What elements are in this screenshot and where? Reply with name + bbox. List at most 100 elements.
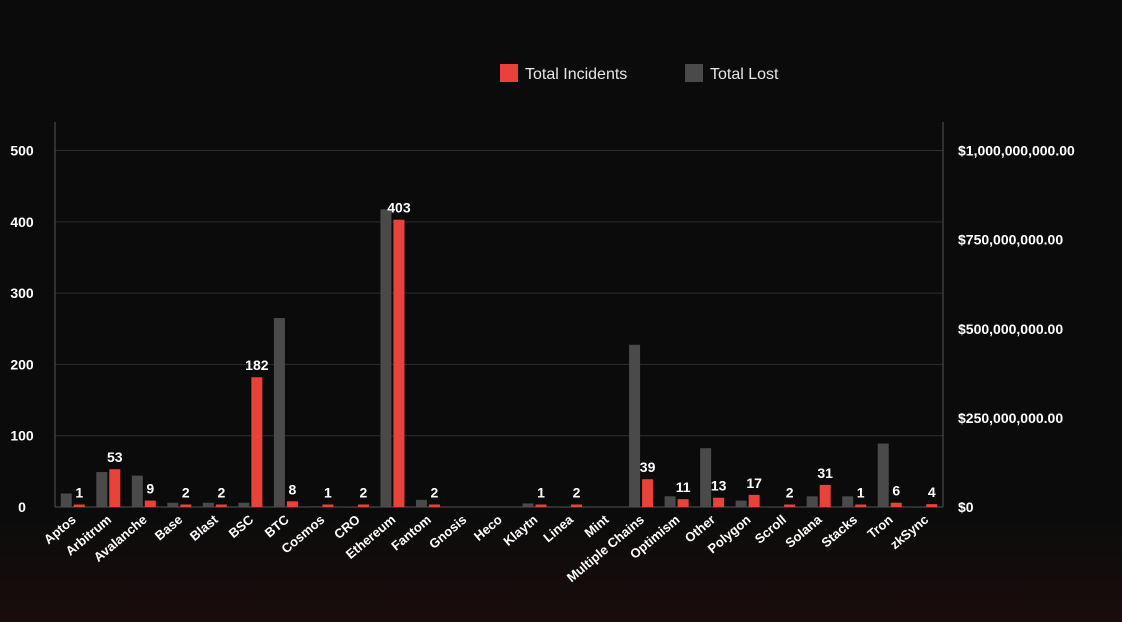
data-label-total-incidents: 2: [573, 485, 581, 501]
bar-total-incidents: [251, 377, 263, 507]
bar-total-incidents: [890, 502, 902, 507]
data-label-total-incidents: 2: [431, 485, 439, 501]
data-label-total-incidents: 2: [182, 485, 190, 501]
bar-total-lost: [131, 475, 143, 507]
axes: [54, 122, 944, 508]
bar-total-incidents: [109, 469, 121, 507]
gridlines: [55, 150, 943, 437]
x-tick-label: zkSync: [887, 512, 931, 552]
bar-total-lost: [380, 209, 392, 508]
y-left-tick-label: 0: [18, 499, 26, 515]
data-label-total-incidents: 2: [360, 485, 368, 501]
data-label-total-incidents: 6: [892, 483, 900, 499]
bar-total-incidents: [713, 497, 725, 507]
bar-total-incidents: [144, 500, 156, 507]
data-label-total-incidents: 2: [786, 485, 794, 501]
bar-total-lost: [96, 472, 108, 507]
bar-total-lost: [771, 506, 783, 508]
data-label-total-incidents: 17: [746, 475, 762, 491]
bar-total-lost: [309, 506, 321, 508]
bar-total-lost: [842, 496, 854, 507]
bar-total-incidents: [819, 484, 831, 507]
y-left-tick-label: 500: [10, 143, 34, 159]
bar-total-incidents: [357, 504, 369, 507]
bar-total-lost: [273, 318, 285, 507]
bar-total-lost: [735, 500, 747, 507]
y-left-tick-label: 200: [10, 356, 34, 372]
legend-label-total-incidents: Total Incidents: [525, 66, 627, 83]
bar-total-lost: [806, 496, 818, 507]
data-label-total-incidents: 1: [857, 485, 865, 501]
y-right-tick-label: $250,000,000.00: [958, 410, 1063, 426]
bar-total-lost: [700, 448, 712, 507]
legend-swatch-total-lost: [685, 64, 703, 82]
data-labels: 1 53 9 2 2 182 8 1 2 403 2 1 2 39 11 13 17 2 31 1 6 4: [75, 200, 935, 501]
data-label-total-incidents: 39: [640, 459, 656, 475]
y-left-tick-label: 100: [10, 428, 34, 444]
y-left-tick-label: 300: [10, 285, 34, 301]
bar-total-lost: [913, 506, 925, 508]
x-tick-label: Linea: [540, 511, 576, 545]
bar-total-incidents: [855, 504, 867, 507]
y-left-tick-label: 400: [10, 214, 34, 230]
bar-total-incidents: [571, 504, 583, 507]
bar-total-incidents: [784, 504, 796, 507]
bar-total-lost: [629, 344, 641, 507]
data-label-total-incidents: 182: [245, 357, 269, 373]
data-label-total-incidents: 53: [107, 449, 123, 465]
bar-total-incidents: [215, 504, 227, 507]
bars: [60, 209, 938, 508]
bar-total-lost: [664, 496, 676, 507]
bar-total-incidents: [535, 504, 547, 507]
data-label-total-incidents: 31: [817, 465, 833, 481]
x-tick-label: Blast: [187, 511, 222, 543]
x-tick-label: Fantom: [388, 512, 434, 554]
x-tick-label: BSC: [226, 511, 257, 541]
bar-total-lost: [167, 502, 179, 507]
bar-total-lost: [60, 493, 72, 507]
data-label-total-incidents: 4: [928, 484, 936, 500]
bar-total-incidents: [926, 504, 938, 507]
bar-total-incidents: [286, 501, 298, 507]
bar-total-incidents: [677, 499, 689, 507]
bar-total-incidents: [642, 479, 654, 507]
data-label-total-incidents: 9: [146, 481, 154, 497]
bar-total-lost: [877, 443, 889, 507]
data-label-total-incidents: 403: [387, 200, 411, 216]
bar-total-lost: [558, 506, 570, 508]
data-label-total-incidents: 1: [75, 485, 83, 501]
x-tick-label: Base: [152, 512, 185, 543]
bar-total-incidents: [393, 219, 405, 508]
bar-total-lost: [202, 502, 214, 507]
legend-swatch-total-incidents: [500, 64, 518, 82]
data-label-total-incidents: 13: [711, 478, 727, 494]
legend-label-total-lost: Total Lost: [710, 66, 779, 83]
y-right-tick-label: $500,000,000.00: [958, 321, 1063, 337]
x-tick-label: Klaytn: [500, 512, 540, 549]
bar-total-lost: [238, 502, 250, 507]
data-label-total-incidents: 1: [324, 485, 332, 501]
data-label-total-incidents: 11: [676, 479, 691, 495]
x-tick-label: Stacks: [818, 512, 860, 550]
y-right-tick-label: $750,000,000.00: [958, 232, 1063, 248]
x-tick-label: Solana: [782, 511, 825, 550]
bar-total-lost: [344, 506, 356, 508]
data-label-total-incidents: 2: [217, 485, 225, 501]
x-tick-label: Gnosis: [426, 512, 469, 552]
bar-total-incidents: [180, 504, 192, 507]
data-label-total-incidents: 1: [537, 485, 545, 501]
bar-total-incidents: [322, 504, 334, 507]
y-tick-labels: 0 100 200 300 400 500 $0 $250,000,000.00 $500,00…: [10, 143, 1075, 515]
data-label-total-incidents: 8: [288, 481, 296, 497]
legend: Total Incidents Total Lost: [500, 64, 779, 83]
bar-total-lost: [415, 499, 427, 507]
bar-total-incidents: [428, 504, 440, 507]
y-right-tick-label: $0: [958, 499, 974, 515]
bar-total-incidents: [73, 504, 85, 507]
bar-total-lost: [522, 503, 534, 507]
bar-total-incidents: [748, 494, 760, 507]
y-right-tick-label: $1,000,000,000.00: [958, 143, 1075, 159]
x-tick-label: Heco: [471, 512, 505, 544]
